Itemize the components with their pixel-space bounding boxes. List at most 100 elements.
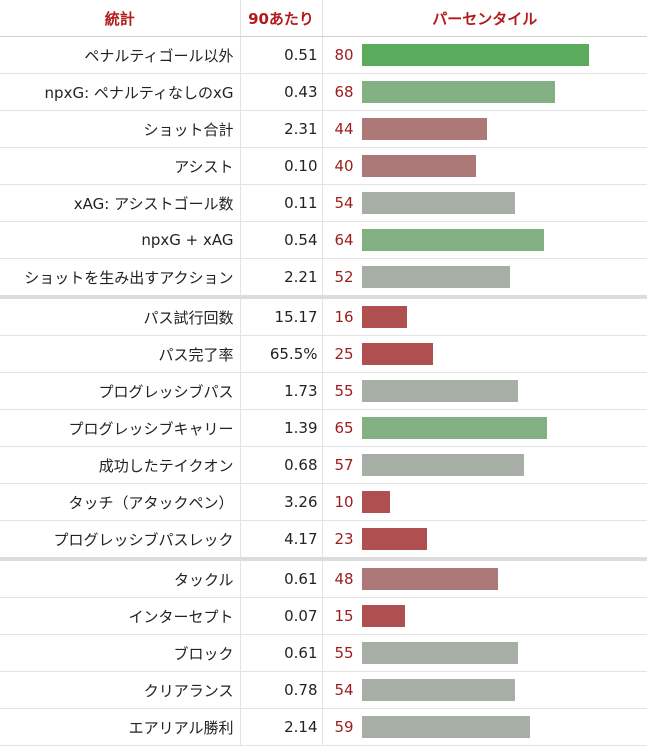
percentile-value: 55	[334, 644, 354, 662]
percentile-cell: 10	[322, 483, 647, 521]
percentile-bar	[361, 306, 407, 328]
stat-name: エアリアル勝利	[0, 708, 240, 746]
per90-value: 1.73	[239, 372, 323, 410]
percentile-bar	[361, 568, 498, 590]
percentile-cell: 44	[322, 110, 647, 148]
per90-value: 1.39	[239, 409, 323, 447]
percentile-value: 59	[334, 718, 354, 736]
stat-name: npxG + xAG	[0, 221, 240, 259]
percentile-value: 16	[334, 308, 354, 326]
percentile-cell: 16	[322, 295, 647, 336]
percentile-value: 23	[334, 530, 354, 548]
per90-value: 0.43	[239, 73, 323, 111]
percentile-cell: 54	[322, 184, 647, 222]
percentile-bar	[361, 454, 524, 476]
stat-name: ショット合計	[0, 110, 240, 148]
table-row: タッチ（アタックペン） 3.26 10	[0, 483, 647, 521]
percentile-value: 64	[334, 231, 354, 249]
table-row: プログレッシブパス 1.73 55	[0, 372, 647, 410]
percentile-cell: 15	[322, 597, 647, 635]
percentile-bar	[361, 679, 515, 701]
stat-name: プログレッシブパスレック	[0, 520, 240, 560]
percentile-bar	[361, 343, 433, 365]
table-row: インターセプト 0.07 15	[0, 597, 647, 635]
table-row: タックル 0.61 48	[0, 557, 647, 598]
percentile-bar	[361, 192, 515, 214]
percentile-cell: 55	[322, 372, 647, 410]
percentile-bar	[361, 716, 530, 738]
percentile-cell: 54	[322, 671, 647, 709]
table-row: npxG + xAG 0.54 64	[0, 221, 647, 259]
percentile-value: 57	[334, 456, 354, 474]
percentile-value: 65	[334, 419, 354, 437]
table-row: プログレッシブパスレック 4.17 23	[0, 520, 647, 560]
per90-value: 0.54	[239, 221, 323, 259]
per90-value: 65.5%	[239, 335, 323, 373]
table-row: xAG: アシストゴール数 0.11 54	[0, 184, 647, 222]
header-per90[interactable]: 90あたり	[239, 0, 323, 37]
table-body: ペナルティゴール以外 0.51 80 npxG: ペナルティなしのxG 0.43 68 ショ…	[0, 36, 647, 746]
table-row: ショット合計 2.31 44	[0, 110, 647, 148]
per90-value: 3.26	[239, 483, 323, 521]
percentile-cell: 65	[322, 409, 647, 447]
per90-value: 2.31	[239, 110, 323, 148]
percentile-value: 80	[334, 46, 354, 64]
stat-name: npxG: ペナルティなしのxG	[0, 73, 240, 111]
percentile-cell: 64	[322, 221, 647, 259]
stat-name: アシスト	[0, 147, 240, 185]
percentile-bar	[361, 81, 555, 103]
per90-value: 2.21	[239, 258, 323, 298]
percentile-value: 68	[334, 83, 354, 101]
percentile-bar	[361, 118, 487, 140]
stat-name: パス完了率	[0, 335, 240, 373]
percentile-value: 15	[334, 607, 354, 625]
percentile-cell: 68	[322, 73, 647, 111]
per90-value: 0.10	[239, 147, 323, 185]
percentile-cell: 48	[322, 557, 647, 598]
percentile-bar	[361, 380, 518, 402]
header-stat[interactable]: 統計	[0, 0, 240, 37]
percentile-cell: 55	[322, 634, 647, 672]
stat-name: タックル	[0, 557, 240, 598]
per90-value: 0.51	[239, 36, 323, 74]
table-row: 成功したテイクオン 0.68 57	[0, 446, 647, 484]
percentile-value: 52	[334, 268, 354, 286]
percentile-bar	[361, 528, 427, 550]
percentile-value: 48	[334, 570, 354, 588]
per90-value: 0.61	[239, 557, 323, 598]
percentile-bar	[361, 266, 510, 288]
header-percentile[interactable]: パーセンタイル	[322, 0, 647, 37]
per90-value: 2.14	[239, 708, 323, 746]
stat-name: 成功したテイクオン	[0, 446, 240, 484]
percentile-value: 25	[334, 345, 354, 363]
percentile-bar	[361, 417, 547, 439]
percentile-cell: 25	[322, 335, 647, 373]
per90-value: 4.17	[239, 520, 323, 560]
table-row: ペナルティゴール以外 0.51 80	[0, 36, 647, 74]
percentile-cell: 57	[322, 446, 647, 484]
table-row: パス試行回数 15.17 16	[0, 295, 647, 336]
stat-name: プログレッシブキャリー	[0, 409, 240, 447]
per90-value: 0.11	[239, 184, 323, 222]
percentile-cell: 52	[322, 258, 647, 298]
table-row: クリアランス 0.78 54	[0, 671, 647, 709]
table-row: ショットを生み出すアクション 2.21 52	[0, 258, 647, 298]
stat-name: ブロック	[0, 634, 240, 672]
percentile-bar	[361, 642, 518, 664]
stat-name: ペナルティゴール以外	[0, 36, 240, 74]
stat-name: xAG: アシストゴール数	[0, 184, 240, 222]
percentile-value: 44	[334, 120, 354, 138]
percentile-bar	[361, 491, 390, 513]
per90-value: 15.17	[239, 295, 323, 336]
stat-name: プログレッシブパス	[0, 372, 240, 410]
percentile-value: 54	[334, 194, 354, 212]
table-header-row: 統計 90あたり パーセンタイル	[0, 0, 647, 37]
per90-value: 0.07	[239, 597, 323, 635]
table-row: アシスト 0.10 40	[0, 147, 647, 185]
percentile-cell: 23	[322, 520, 647, 560]
table-row: パス完了率 65.5% 25	[0, 335, 647, 373]
percentile-bar	[361, 44, 589, 66]
stat-name: パス試行回数	[0, 295, 240, 336]
stat-name: クリアランス	[0, 671, 240, 709]
